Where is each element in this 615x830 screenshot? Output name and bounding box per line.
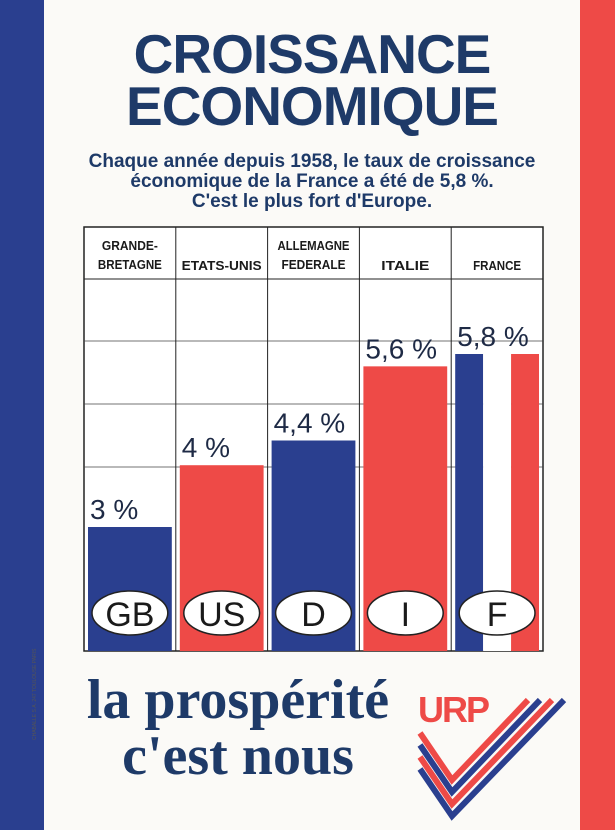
value-label-d: 4,4 % [274,408,346,439]
header-label-gb: GRANDE- [102,238,158,253]
country-badge-us [183,590,261,636]
country-badge-i [366,590,444,636]
subtitle-line-3: C'est le plus fort d'Europe. [191,191,433,212]
value-label-us: 4 % [182,432,230,463]
value-label-gb: 3 % [90,494,138,525]
country-badge-gb [91,590,169,636]
header-label-us: ETATS-UNIS [182,258,262,273]
header-label-i: ITALIE [381,258,429,273]
value-label-i: 5,6 % [365,333,437,364]
title-line-2: ECONOMIQUE [126,75,499,137]
slogan-line-1: la prospérité [86,669,390,731]
header-label-d: ALLEMAGNE [278,238,350,253]
blue-border-stripe [0,0,44,830]
header-label-d: FEDERALE [282,257,346,272]
header-label-gb: BRETAGNE [98,257,162,272]
country-code-gb: GB [105,596,154,634]
country-badge-d [274,590,353,636]
country-code-i: I [401,596,410,634]
country-badge-f [458,590,536,636]
country-code-d: D [301,596,326,634]
title-line-1: CROISSANCE [133,23,492,85]
slogan-line-2: c'est nous [122,725,354,787]
value-label-f: 5,8 % [457,321,529,352]
urp-logo-text: URP [418,689,490,730]
header-label-f: FRANCE [473,258,521,273]
slogan: la prospérité c'est nous [58,672,418,784]
poster-subtitle: Chaque année depuis 1958, le taux de cro… [44,152,580,212]
urp-chevron-icon [417,697,567,821]
subtitle-line-1: Chaque année depuis 1958, le taux de cro… [88,151,536,172]
country-code-f: F [487,596,508,634]
country-code-us: US [198,596,245,634]
poster-title: CROISSANCE ECONOMIQUE [44,23,580,137]
subtitle-line-2: économique de la France a été de 5,8 %. [130,171,494,192]
red-border-stripe [580,0,615,830]
